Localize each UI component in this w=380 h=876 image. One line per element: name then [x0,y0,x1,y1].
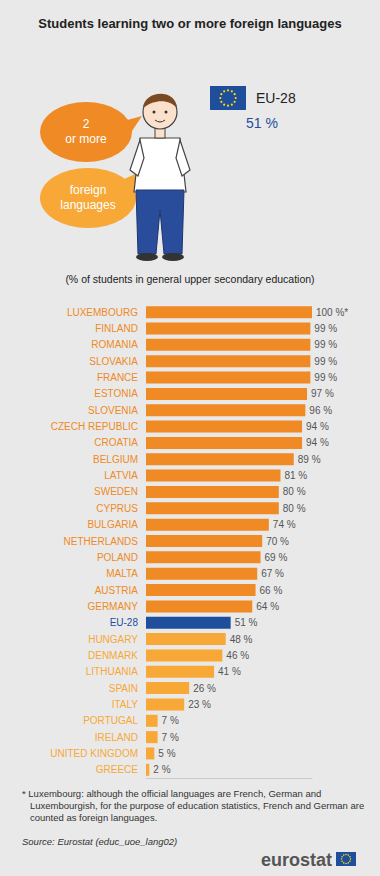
svg-text:74 %: 74 % [273,519,296,530]
svg-text:GREECE: GREECE [96,764,139,775]
svg-text:BELGIUM: BELGIUM [93,454,138,465]
svg-text:23 %: 23 % [188,699,211,710]
svg-text:67 %: 67 % [261,568,284,579]
svg-text:AUSTRIA: AUSTRIA [95,585,139,596]
svg-text:LATVIA: LATVIA [104,470,138,481]
svg-text:foreign: foreign [70,183,107,197]
svg-text:DENMARK: DENMARK [88,650,138,661]
svg-text:IRELAND: IRELAND [95,732,138,743]
svg-text:languages: languages [60,198,115,212]
svg-text:100 %*: 100 %* [316,307,348,318]
svg-text:FINLAND: FINLAND [95,323,138,334]
svg-text:81 %: 81 % [284,470,307,481]
svg-text:80 %: 80 % [283,486,306,497]
svg-text:48 %: 48 % [230,634,253,645]
svg-text:ROMANIA: ROMANIA [91,339,138,350]
svg-text:80 %: 80 % [283,503,306,514]
svg-text:HUNGARY: HUNGARY [88,634,138,645]
svg-text:41 %: 41 % [218,666,241,677]
svg-text:94 %: 94 % [306,437,329,448]
svg-text:CYPRUS: CYPRUS [96,503,138,514]
svg-text:PORTUGAL: PORTUGAL [83,715,138,726]
svg-text:Students learning two or more: Students learning two or more foreign la… [38,16,341,31]
svg-text:51 %: 51 % [246,115,278,131]
svg-text:99 %: 99 % [314,372,337,383]
svg-text:BULGARIA: BULGARIA [87,519,138,530]
svg-text:UNITED KINGDOM: UNITED KINGDOM [50,748,138,759]
svg-text:CZECH REPUBLIC: CZECH REPUBLIC [51,421,138,432]
svg-text:LUXEMBOURG: LUXEMBOURG [67,307,138,318]
svg-text:ITALY: ITALY [112,699,139,710]
svg-text:EU-28: EU-28 [256,90,296,106]
svg-text:or more: or more [65,132,107,146]
svg-text:46 %: 46 % [226,650,249,661]
svg-text:99 %: 99 % [314,323,337,334]
svg-text:5 %: 5 % [158,748,175,759]
svg-text:69 %: 69 % [265,552,288,563]
svg-text:7 %: 7 % [162,732,179,743]
svg-text:26 %: 26 % [193,683,216,694]
svg-text:(% of students in general uppe: (% of students in general upper secondar… [65,273,314,285]
svg-text:LITHUANIA: LITHUANIA [86,666,139,677]
svg-text:POLAND: POLAND [97,552,138,563]
svg-text:SLOVAKIA: SLOVAKIA [89,356,138,367]
svg-text:ESTONIA: ESTONIA [94,388,138,399]
svg-text:51 %: 51 % [235,617,258,628]
svg-text:94 %: 94 % [306,421,329,432]
svg-text:97 %: 97 % [311,388,334,399]
svg-text:70 %: 70 % [266,536,289,547]
svg-text:MALTA: MALTA [106,568,138,579]
svg-text:SPAIN: SPAIN [109,683,138,694]
svg-text:66 %: 66 % [260,585,283,596]
svg-text:NETHERLANDS: NETHERLANDS [64,536,139,547]
svg-text:2: 2 [83,117,90,131]
svg-text:7 %: 7 % [162,715,179,726]
svg-text:EU-28: EU-28 [110,617,139,628]
svg-text:96 %: 96 % [309,405,332,416]
svg-text:2 %: 2 % [153,764,170,775]
svg-text:64 %: 64 % [256,601,279,612]
html-text:* Luxembourg: although the off: * Luxembourg: although the official lang… [22,788,365,823]
svg-text:CROATIA: CROATIA [94,437,138,448]
svg-text:99 %: 99 % [314,356,337,367]
html-text:Source: Eurostat (educ_uoe_lan: Source: Eurostat (educ_uoe_lang02) [22,836,178,847]
svg-text:SLOVENIA: SLOVENIA [88,405,138,416]
svg-text:FRANCE: FRANCE [97,372,138,383]
svg-text:eurostat: eurostat [261,850,332,870]
svg-text:89 %: 89 % [298,454,321,465]
svg-text:99 %: 99 % [314,339,337,350]
svg-text:SWEDEN: SWEDEN [94,486,138,497]
svg-text:GERMANY: GERMANY [87,601,138,612]
